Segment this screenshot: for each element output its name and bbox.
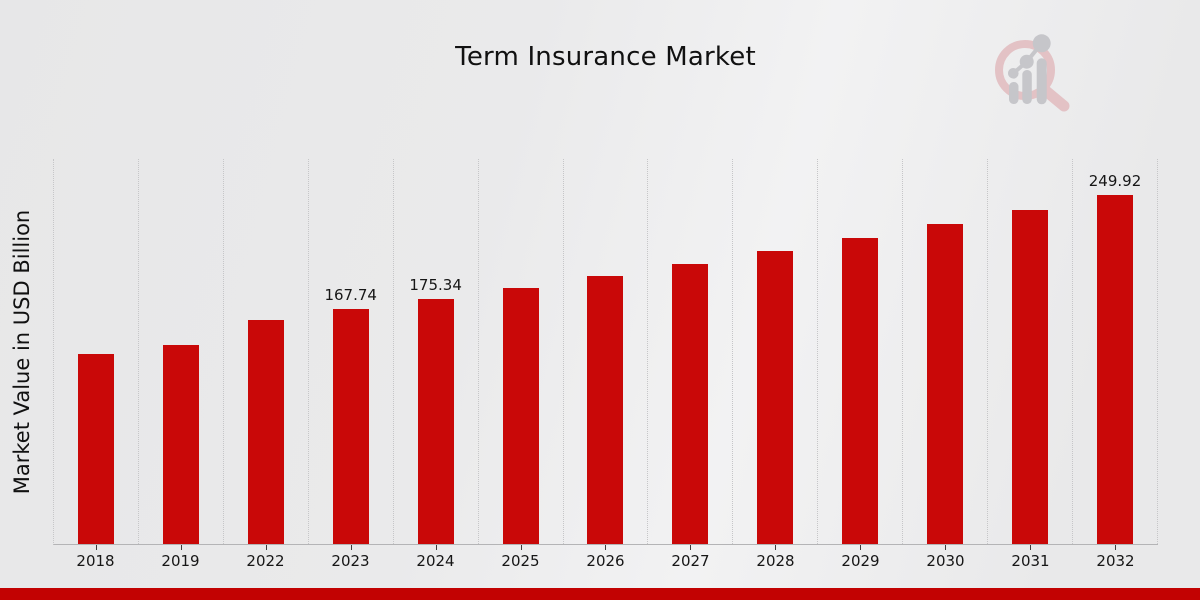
chart-column-2022 (224, 159, 309, 550)
chart-column-2027 (648, 159, 734, 550)
bar-2025 (502, 287, 539, 544)
chart-column-2028 (733, 159, 819, 550)
x-tick-label-2027: 2027 (671, 552, 710, 570)
chart-column-2019 (139, 159, 224, 550)
x-axis-labels: 2018 2019 2022 2023 2024 2025 2026 2027 2028 2029… (53, 552, 1158, 570)
x-tick-label-2028: 2028 (756, 552, 795, 570)
chart-column-2029 (818, 159, 904, 550)
chart-column-2031 (988, 159, 1074, 550)
chart-column-2032: 249.92 (1073, 159, 1158, 550)
bar-2027 (672, 263, 709, 544)
bar-2019 (162, 345, 199, 544)
chart-column-2025 (479, 159, 564, 550)
plot-area: 167.74 175.34 249.92 (53, 159, 1158, 550)
x-tick-label-2022: 2022 (246, 552, 285, 570)
bar-2028 (757, 251, 794, 544)
x-tick-label-2026: 2026 (586, 552, 625, 570)
chart-column-2030 (903, 159, 989, 550)
chart-column-2026 (564, 159, 649, 550)
page-title: Term Insurance Market (455, 42, 756, 72)
chart-column-2024: 175.34 (394, 159, 479, 550)
chart-column-2018 (54, 159, 139, 550)
bar-2032 (1097, 194, 1134, 544)
bottom-accent-bar (0, 588, 1200, 600)
y-axis-label: Market Value in USD Billion (10, 209, 34, 495)
x-tick-label-2018: 2018 (76, 552, 115, 570)
x-tick-label-2023: 2023 (331, 552, 370, 570)
x-tick-label-2032: 2032 (1096, 552, 1135, 570)
x-tick-label-2030: 2030 (926, 552, 965, 570)
x-tick-label-2019: 2019 (161, 552, 200, 570)
magnifier-growth-chart-icon (995, 34, 1070, 112)
bar-value-label-2032: 249.92 (1088, 171, 1142, 190)
bar-2023 (332, 309, 369, 544)
bar-2024 (417, 298, 454, 544)
x-tick-label-2029: 2029 (841, 552, 880, 570)
bar-2022 (247, 319, 284, 544)
bar-value-label-2024: 175.34 (409, 275, 462, 294)
bar-2018 (77, 353, 114, 544)
bar-value-label-2023: 167.74 (324, 286, 377, 305)
x-tick-label-2031: 2031 (1011, 552, 1050, 570)
bar-2029 (842, 238, 879, 544)
x-tick-label-2025: 2025 (501, 552, 540, 570)
bar-2026 (587, 276, 624, 544)
chart-column-2023: 167.74 (309, 159, 394, 550)
x-tick-label-2024: 2024 (416, 552, 455, 570)
bar-2031 (1012, 209, 1049, 544)
bar-2030 (927, 224, 964, 544)
